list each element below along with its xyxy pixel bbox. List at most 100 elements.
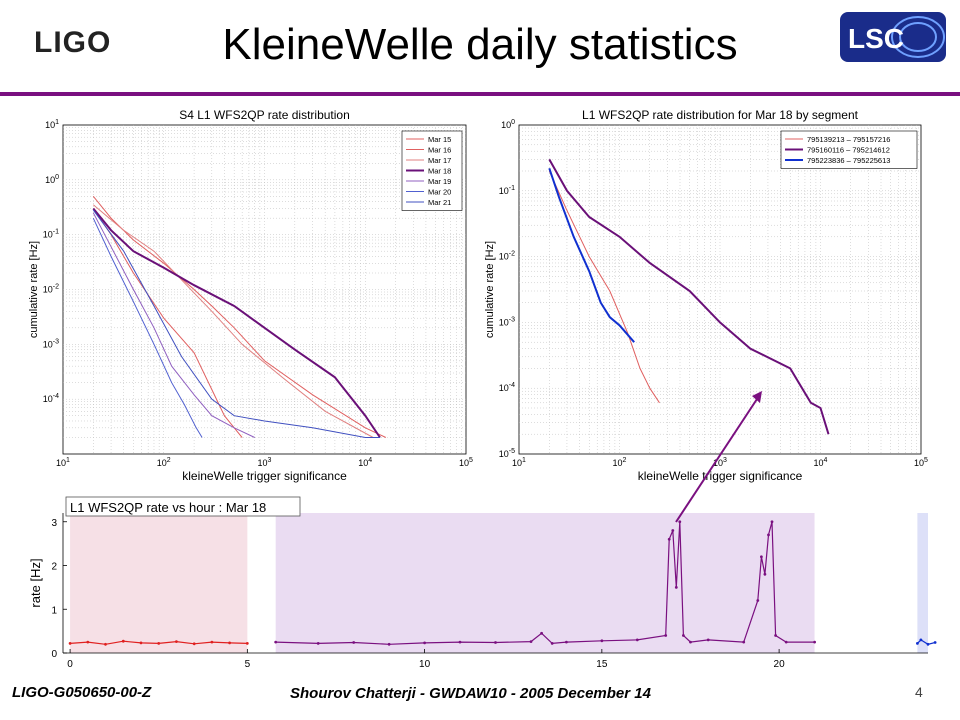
chart3-point: [600, 639, 604, 643]
title-rule: [0, 92, 960, 96]
chart2-panel: 101 102 103 104 105 100 10-1 10-2 10-3 10-4 10-5 L1…: [484, 108, 928, 483]
chart1-x-tick: 105: [459, 457, 473, 468]
chart3-point: [423, 641, 426, 645]
chart1-legend-label: Mar 20: [428, 188, 451, 197]
chart2-ylabel: cumulative rate [Hz]: [484, 241, 496, 338]
chart2-y-tick: 10-4: [499, 382, 515, 393]
chart3-point: [784, 640, 788, 644]
chart3-point: [550, 642, 554, 645]
chart1-legend-label: Mar 17: [428, 156, 451, 165]
chart1-x-tick: 102: [157, 457, 171, 468]
chart3-point: [813, 640, 816, 644]
chart3-point: [540, 631, 543, 635]
chart2-x-tick: 102: [613, 457, 627, 468]
chart2-x-tick: 105: [914, 457, 928, 468]
chart3-point: [175, 640, 178, 643]
chart1-x-tick: 103: [258, 457, 272, 468]
chart3-point: [316, 642, 320, 645]
chart3-series-1: [275, 521, 815, 645]
chart1-series-4: [92, 212, 255, 438]
ligo-logo: LIGO: [34, 26, 112, 59]
chart3-point: [674, 586, 678, 589]
chart2-xlabel: kleineWelle trigger significance: [638, 469, 803, 483]
chart1-series-0: [92, 195, 387, 438]
chart3-point: [121, 639, 125, 643]
slide-title: KleineWelle daily statistics: [222, 20, 738, 69]
chart3-y-tick: 3: [51, 518, 57, 529]
chart3-point: [494, 641, 497, 644]
chart1-x-tick: 101: [56, 457, 70, 468]
chart3-point: [689, 640, 692, 644]
chart3-title-box: [65, 496, 301, 517]
chart2-x-tick: 104: [814, 457, 828, 468]
chart2-y-tick: 10-5: [499, 448, 515, 459]
chart2-grid: [519, 125, 921, 454]
slide-number: 4: [915, 684, 923, 700]
chart2-x-tick: 103: [713, 457, 727, 468]
footer-author: Shourov Chatterji - GWDAW10 - 2005 Decem…: [290, 685, 651, 702]
chart3-point: [228, 641, 232, 645]
chart3-point: [742, 640, 746, 644]
chart1-series-1: [92, 208, 243, 438]
chart3-point: [774, 634, 777, 637]
chart3-segment-1: [275, 513, 815, 653]
chart1-legend-label: Mar 19: [428, 177, 451, 186]
chart1-legend-label: Mar 21: [428, 198, 451, 207]
chart3-point: [104, 642, 107, 646]
annotation-arrow: [675, 391, 762, 523]
chart3-point: [767, 533, 770, 537]
chart1-series-5: [92, 217, 203, 438]
chart2-legend-label: 795160116 – 795214612: [807, 146, 890, 155]
chart3-x-tick: 20: [774, 659, 786, 670]
chart3-point: [664, 634, 668, 637]
chart1-title: S4 L1 WFS2QP rate distribution: [179, 108, 350, 122]
chart3-panel: 0 5 10 15 20 0 1 2 3 rate [Hz] L1 WFS2QP rate vs h…: [28, 496, 937, 670]
chart3-point: [756, 599, 760, 602]
arrow-line: [675, 395, 760, 523]
chart3-point: [916, 642, 919, 645]
chart2-x-tick: 101: [512, 457, 526, 468]
chart1-series-6: [92, 209, 380, 438]
chart1-y-tick: 10-4: [43, 393, 59, 404]
chart3-point: [926, 642, 930, 646]
chart3-x-tick: 0: [67, 659, 73, 670]
chart3-ylabel: rate [Hz]: [28, 558, 43, 607]
chart3-point: [919, 638, 923, 642]
chart2-legend-box: [780, 130, 918, 169]
chart3-point: [139, 641, 143, 645]
chart3-series-2: [916, 639, 936, 645]
chart3-title: L1 WFS2QP rate vs hour : Mar 18: [70, 500, 266, 515]
chart2-y-tick: 100: [501, 119, 515, 130]
chart2-legend: 795139213 – 795157216 795160116 – 7952146…: [780, 130, 918, 169]
chart3-point: [760, 555, 763, 559]
chart1-ylabel: cumulative rate [Hz]: [28, 241, 40, 338]
chart2-legend-label: 795223836 – 795225613: [807, 156, 890, 165]
chart3-point: [770, 520, 774, 524]
chart1-panel: 101 102 103 104 105 101 100 10-1 10-2 10-3 10-4 S4 …: [28, 108, 473, 483]
chart1-legend-label: Mar 16: [428, 146, 451, 155]
chart3-point: [245, 642, 249, 645]
chart3-point: [678, 520, 682, 524]
chart3-point: [274, 640, 278, 644]
chart2-y-tick: 10-2: [499, 251, 515, 262]
chart1-series-3: [92, 207, 381, 439]
chart3-point: [458, 640, 462, 644]
document-id: LIGO-G050650-00-Z: [12, 684, 152, 701]
chart1-y-tick: 10-3: [43, 338, 59, 349]
lsc-logo-text: LSC: [848, 23, 904, 54]
chart1-y-tick: 10-1: [43, 229, 59, 240]
chart3-point: [86, 640, 90, 644]
chart2-y-tick: 10-3: [499, 316, 515, 327]
chart3-point: [387, 642, 391, 646]
chart1-legend-label: Mar 15: [428, 135, 451, 144]
chart3-x-tick: 10: [419, 659, 431, 670]
chart2-series-2: [548, 167, 635, 343]
chart3-x-tick: 15: [596, 659, 608, 670]
chart3-point: [682, 634, 685, 637]
chart2-title: L1 WFS2QP rate distribution for Mar 18 b…: [582, 108, 859, 122]
chart3-y-tick: 2: [51, 562, 57, 573]
chart1-xlabel: kleineWelle trigger significance: [182, 469, 347, 483]
chart1-x-tick: 104: [358, 457, 372, 468]
chart3-point: [352, 641, 356, 644]
